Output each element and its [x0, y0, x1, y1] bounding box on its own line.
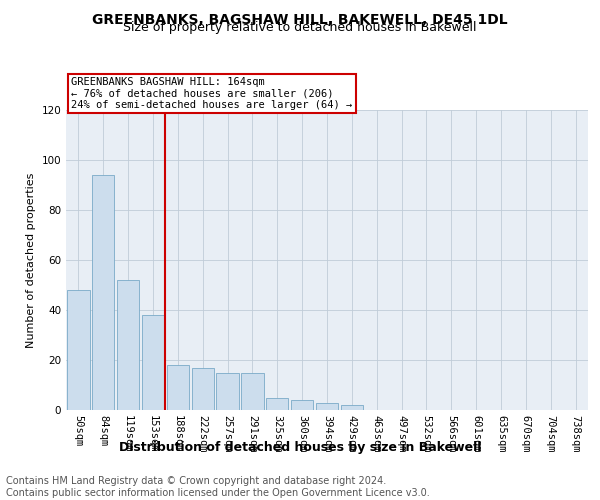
Bar — [117, 280, 139, 410]
Bar — [266, 398, 289, 410]
Text: Size of property relative to detached houses in Bakewell: Size of property relative to detached ho… — [123, 21, 477, 34]
Y-axis label: Number of detached properties: Number of detached properties — [26, 172, 36, 348]
Text: GREENBANKS BAGSHAW HILL: 164sqm
← 76% of detached houses are smaller (206)
24% o: GREENBANKS BAGSHAW HILL: 164sqm ← 76% of… — [71, 77, 352, 110]
Bar — [316, 402, 338, 410]
Bar — [241, 372, 263, 410]
Bar — [67, 290, 89, 410]
Bar — [167, 365, 189, 410]
Bar — [92, 175, 115, 410]
Text: Contains HM Land Registry data © Crown copyright and database right 2024.
Contai: Contains HM Land Registry data © Crown c… — [6, 476, 430, 498]
Bar — [341, 405, 363, 410]
Bar — [191, 368, 214, 410]
Bar — [291, 400, 313, 410]
Bar — [217, 372, 239, 410]
Text: Distribution of detached houses by size in Bakewell: Distribution of detached houses by size … — [119, 441, 481, 454]
Text: GREENBANKS, BAGSHAW HILL, BAKEWELL, DE45 1DL: GREENBANKS, BAGSHAW HILL, BAKEWELL, DE45… — [92, 12, 508, 26]
Bar — [142, 315, 164, 410]
